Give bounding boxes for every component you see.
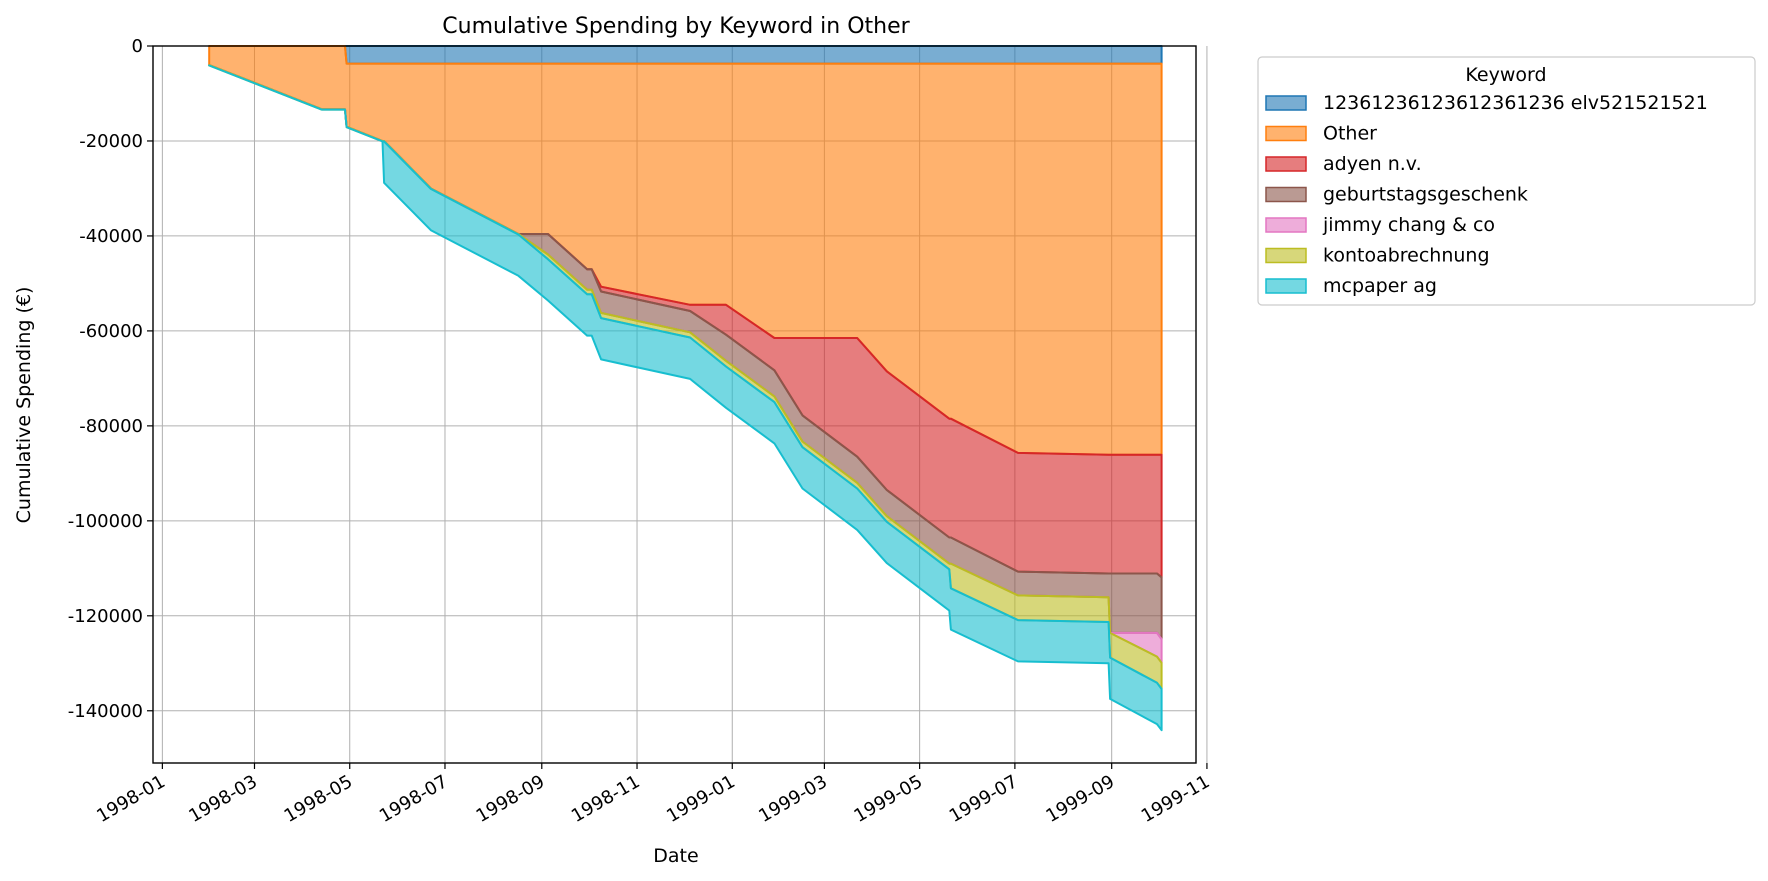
legend-swatch-12361236123612361236-elv521521521 bbox=[1265, 95, 1307, 111]
y-tick-label: -140000 bbox=[68, 701, 143, 722]
x-tick-label: 1999-05 bbox=[850, 771, 926, 827]
y-tick-label: -120000 bbox=[68, 606, 143, 627]
y-axis-label: Cumulative Spending (€) bbox=[13, 287, 35, 524]
legend-swatch-adyen-n-v bbox=[1265, 156, 1307, 172]
y-tick-label: 0 bbox=[132, 36, 143, 57]
legend-label-other: Other bbox=[1323, 123, 1377, 145]
legend-title: Keyword bbox=[1465, 64, 1546, 86]
area-mcpaper-ag bbox=[208, 64, 1163, 732]
area-12361236123612361236-elv521521521 bbox=[208, 45, 1163, 65]
legend-label-kontoabrechnung: kontoabrechnung bbox=[1323, 245, 1490, 267]
x-tick-label: 1998-07 bbox=[376, 771, 452, 827]
x-axis-label: Date bbox=[653, 845, 698, 867]
legend-label-adyen-n-v: adyen n.v. bbox=[1323, 153, 1422, 175]
legend-label-geburtstagsgeschenk: geburtstagsgeschenk bbox=[1323, 184, 1528, 206]
stacked-areas bbox=[208, 45, 1163, 732]
x-tick-label: 1998-05 bbox=[281, 771, 357, 827]
legend-label-mcpaper-ag: mcpaper ag bbox=[1323, 275, 1437, 297]
x-tick-label: 1999-03 bbox=[755, 771, 831, 827]
plot-frame bbox=[152, 45, 1197, 764]
legend-swatch-mcpaper-ag bbox=[1265, 278, 1307, 294]
y-tick-label: -100000 bbox=[68, 511, 143, 532]
x-tick-label: 1999-07 bbox=[946, 771, 1022, 827]
x-tick-label: 1999-09 bbox=[1043, 771, 1119, 827]
y-tick-label: -20000 bbox=[79, 131, 143, 152]
x-tick-label: 1998-03 bbox=[185, 771, 261, 827]
y-tick-label: -40000 bbox=[79, 226, 143, 247]
x-tick-label: 1998-09 bbox=[473, 771, 549, 827]
x-tick-label: 1998-01 bbox=[93, 771, 169, 827]
legend-swatch-jimmy-chang-co bbox=[1265, 217, 1307, 233]
legend-items: 12361236123612361236 elv521521521 Other ad… bbox=[1265, 92, 1708, 297]
legend-swatch-other bbox=[1265, 125, 1307, 142]
y-axis: 0 -20000 -40000 -60000 -80000 -100000 -120000 -… bbox=[68, 36, 153, 722]
x-tick-label: 1999-01 bbox=[663, 771, 739, 827]
legend-swatch-geburtstagsgeschenk bbox=[1265, 186, 1307, 203]
legend-frame bbox=[1257, 56, 1756, 306]
legend-label-jimmy-chang-co: jimmy chang & co bbox=[1322, 214, 1495, 236]
x-axis: 1998-01 1998-03 1998-05 1998-07 1998-09 1998-… bbox=[93, 763, 1213, 827]
legend-swatch-kontoabrechnung bbox=[1265, 247, 1307, 264]
x-tick-label: 1998-11 bbox=[568, 771, 644, 827]
y-tick-label: -80000 bbox=[79, 416, 143, 437]
legend-label-12361236123612361236-elv521521521: 12361236123612361236 elv521521521 bbox=[1323, 92, 1708, 114]
legend: Keyword 12361236123612361236 elv52152152… bbox=[1257, 56, 1756, 306]
y-tick-label: -60000 bbox=[79, 321, 143, 342]
chart-title: Cumulative Spending by Keyword in Other bbox=[442, 14, 910, 39]
plot-area bbox=[152, 45, 1208, 764]
x-tick-label: 1999-11 bbox=[1138, 771, 1214, 827]
